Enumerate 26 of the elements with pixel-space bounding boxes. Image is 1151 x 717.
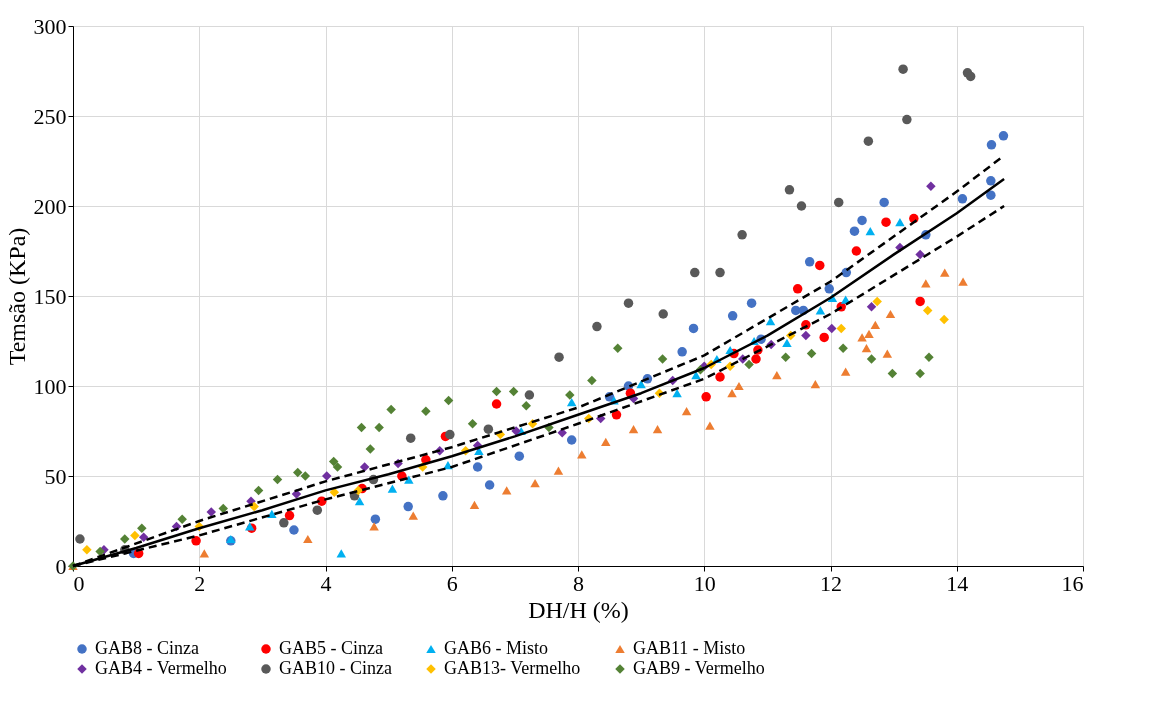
x-tick-label: 8 [573,570,584,596]
legend-label: GAB13- Vermelho [444,658,581,678]
x-tick-label: 12 [820,570,842,596]
y-tick-label: 150 [33,283,67,309]
legend-label: GAB9 - Vermelho [633,658,765,678]
legend-label: GAB10 - Cinza [279,658,392,678]
y-tick-label: 0 [55,553,67,579]
x-tick-label: 4 [320,570,332,596]
x-tick-label: 10 [693,570,716,596]
legend-label: GAB11 - Misto [633,638,746,658]
x-tick-label: 16 [1061,570,1084,596]
x-tick-label: 0 [73,570,85,596]
y-tick-label: 300 [33,13,67,39]
x-tick-label: 2 [194,570,206,596]
legend-label: GAB6 - Misto [444,638,549,658]
y-tick-label: 200 [33,193,67,219]
legend-label: GAB8 - Cinza [95,638,199,658]
legend-label: GAB4 - Vermelho [95,658,227,678]
y-tick-label: 250 [33,103,67,129]
y-tick-label: 50 [44,463,67,489]
y-axis-title: Temsão (KPa) [3,227,30,366]
x-tick-label: 6 [446,570,458,596]
x-tick-label: 14 [946,570,969,596]
y-tick-label: 100 [33,373,67,399]
x-axis-title: DH/H (%) [528,596,629,623]
legend-label: GAB5 - Cinza [279,638,383,658]
